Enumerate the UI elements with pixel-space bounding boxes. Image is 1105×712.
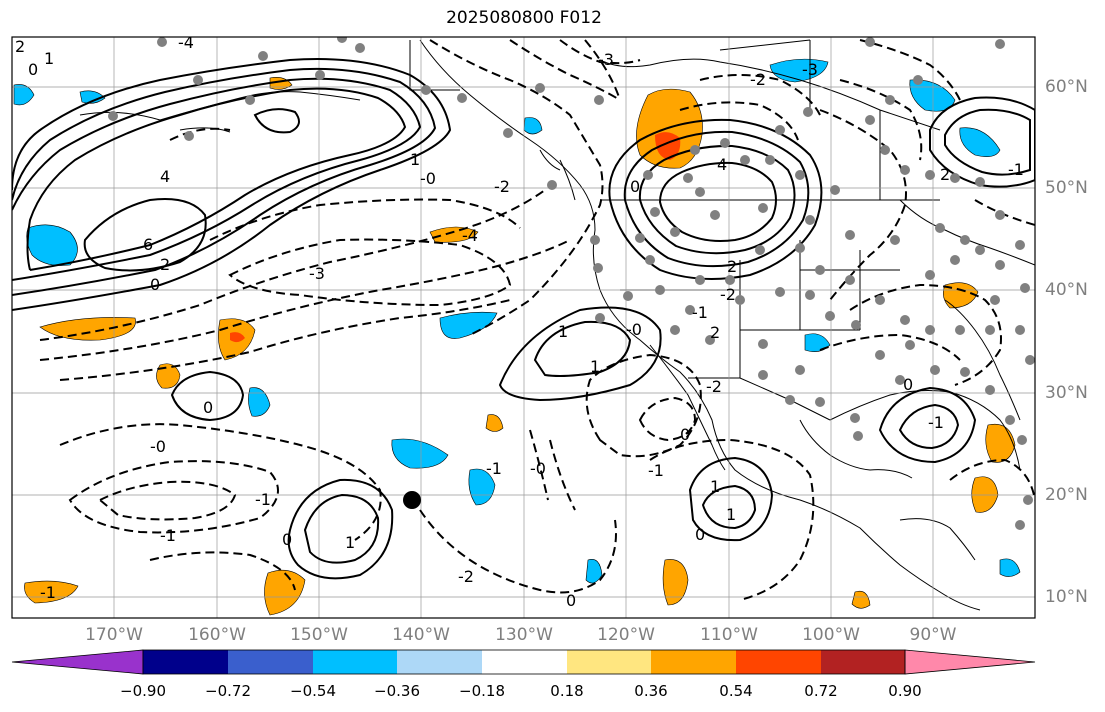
lon-label: 140°W: [392, 625, 450, 645]
colorbar-tick-label: −0.18: [459, 682, 505, 700]
lon-label: 110°W: [700, 625, 758, 645]
colorbar-bin-7: [651, 650, 736, 674]
svg-text:4: 4: [160, 167, 170, 186]
shading-negative: [13, 58, 1021, 584]
colorbar-over: [904, 649, 1036, 675]
colorbar-bin-4: [397, 650, 482, 674]
svg-text:-4: -4: [462, 226, 478, 245]
svg-text:-0: -0: [530, 459, 546, 478]
lat-label: 60°N: [1045, 77, 1088, 97]
colorbar-bin-1: [143, 650, 228, 674]
lat-label: 40°N: [1045, 280, 1088, 300]
svg-text:-0: -0: [626, 320, 642, 339]
lon-label: 90°W: [909, 625, 957, 645]
lon-label: 150°W: [290, 625, 348, 645]
svg-text:0: 0: [695, 525, 705, 544]
svg-text:-1: -1: [648, 461, 664, 480]
lat-label: 20°N: [1045, 485, 1088, 505]
svg-text:-0: -0: [420, 169, 436, 188]
svg-text:-1: -1: [692, 303, 708, 322]
lat-label: 10°N: [1045, 587, 1088, 607]
colorbar: [11, 649, 1036, 675]
colorbar-tick-label: 0.54: [719, 682, 753, 700]
colorbar-tick-label: 0.36: [634, 682, 668, 700]
colorbar-tick-label: 0.18: [550, 682, 584, 700]
svg-text:0: 0: [150, 275, 160, 294]
svg-text:0: 0: [566, 591, 576, 610]
svg-text:-1: -1: [486, 459, 502, 478]
svg-text:0: 0: [680, 425, 690, 444]
svg-text:2: 2: [15, 37, 25, 56]
svg-text:0: 0: [630, 177, 640, 196]
lat-label: 50°N: [1045, 178, 1088, 198]
svg-text:2: 2: [940, 165, 950, 184]
lat-label: 30°N: [1045, 383, 1088, 403]
svg-text:-1: -1: [40, 583, 56, 602]
svg-text:-2: -2: [720, 285, 736, 304]
svg-text:-1: -1: [160, 526, 176, 545]
colorbar-tick-label: −0.90: [120, 682, 166, 700]
svg-text:2: 2: [710, 323, 720, 342]
colorbar-bin-2: [228, 650, 313, 674]
svg-text:4: 4: [717, 155, 727, 174]
svg-text:1: 1: [726, 505, 736, 524]
colorbar-tick-label: −0.36: [374, 682, 420, 700]
shading-positive: [24, 77, 1016, 616]
coastlines: [79, 39, 1035, 611]
lon-label: 160°W: [188, 625, 246, 645]
svg-text:2: 2: [160, 255, 170, 274]
contours-positive: [12, 58, 1035, 580]
lon-label: 100°W: [802, 625, 860, 645]
svg-text:-2: -2: [706, 377, 722, 396]
colorbar-tick-label: 0.72: [804, 682, 838, 700]
svg-text:0: 0: [28, 60, 38, 79]
svg-text:1: 1: [710, 477, 720, 496]
svg-text:1: 1: [558, 322, 568, 341]
svg-text:-1: -1: [1008, 160, 1024, 179]
svg-text:-3: -3: [802, 60, 818, 79]
colorbar-bin-9: [821, 650, 905, 674]
colorbar-bin-6: [567, 650, 651, 674]
station-dots: [108, 37, 1035, 530]
svg-text:-2: -2: [458, 567, 474, 586]
lon-label: 170°W: [85, 625, 143, 645]
colorbar-bin-8: [736, 650, 821, 674]
lon-label: 120°W: [597, 625, 655, 645]
contours-negative: [39, 39, 1035, 601]
svg-text:-0: -0: [150, 437, 166, 456]
svg-text:-3: -3: [309, 264, 325, 283]
svg-text:-2: -2: [494, 177, 510, 196]
svg-text:-2: -2: [750, 70, 766, 89]
svg-text:0: 0: [203, 398, 213, 417]
svg-text:1: 1: [44, 49, 54, 68]
svg-text:0: 0: [903, 375, 913, 394]
svg-text:-3: -3: [598, 50, 614, 69]
colorbar-tick-label: 0.90: [888, 682, 922, 700]
colorbar-under: [11, 649, 144, 675]
location-marker: [403, 491, 421, 509]
svg-text:1: 1: [410, 150, 420, 169]
colorbar-tick-label: −0.54: [290, 682, 336, 700]
svg-text:1: 1: [345, 533, 355, 552]
colorbar-bin-5: [482, 650, 567, 674]
svg-text:0: 0: [282, 530, 292, 549]
map-area: 2 0 1 -4 4 6 0 2 -0 -2 -3 -4 -3 1 0 4 -2…: [12, 33, 1035, 618]
svg-text:2: 2: [727, 257, 737, 276]
graticule: [12, 37, 1035, 618]
lon-label: 130°W: [495, 625, 553, 645]
svg-text:-1: -1: [928, 413, 944, 432]
map-frame: [11, 36, 1036, 619]
svg-text:-1: -1: [255, 490, 271, 509]
svg-text:6: 6: [143, 235, 153, 254]
map-title: 2025080800 F012: [446, 8, 602, 28]
contour-labels: 2 0 1 -4 4 6 0 2 -0 -2 -3 -4 -3 1 0 4 -2…: [15, 33, 1024, 610]
svg-text:-4: -4: [178, 33, 194, 52]
colorbar-tick-label: −0.72: [205, 682, 251, 700]
svg-text:1: 1: [590, 357, 600, 376]
colorbar-bin-3: [313, 650, 397, 674]
